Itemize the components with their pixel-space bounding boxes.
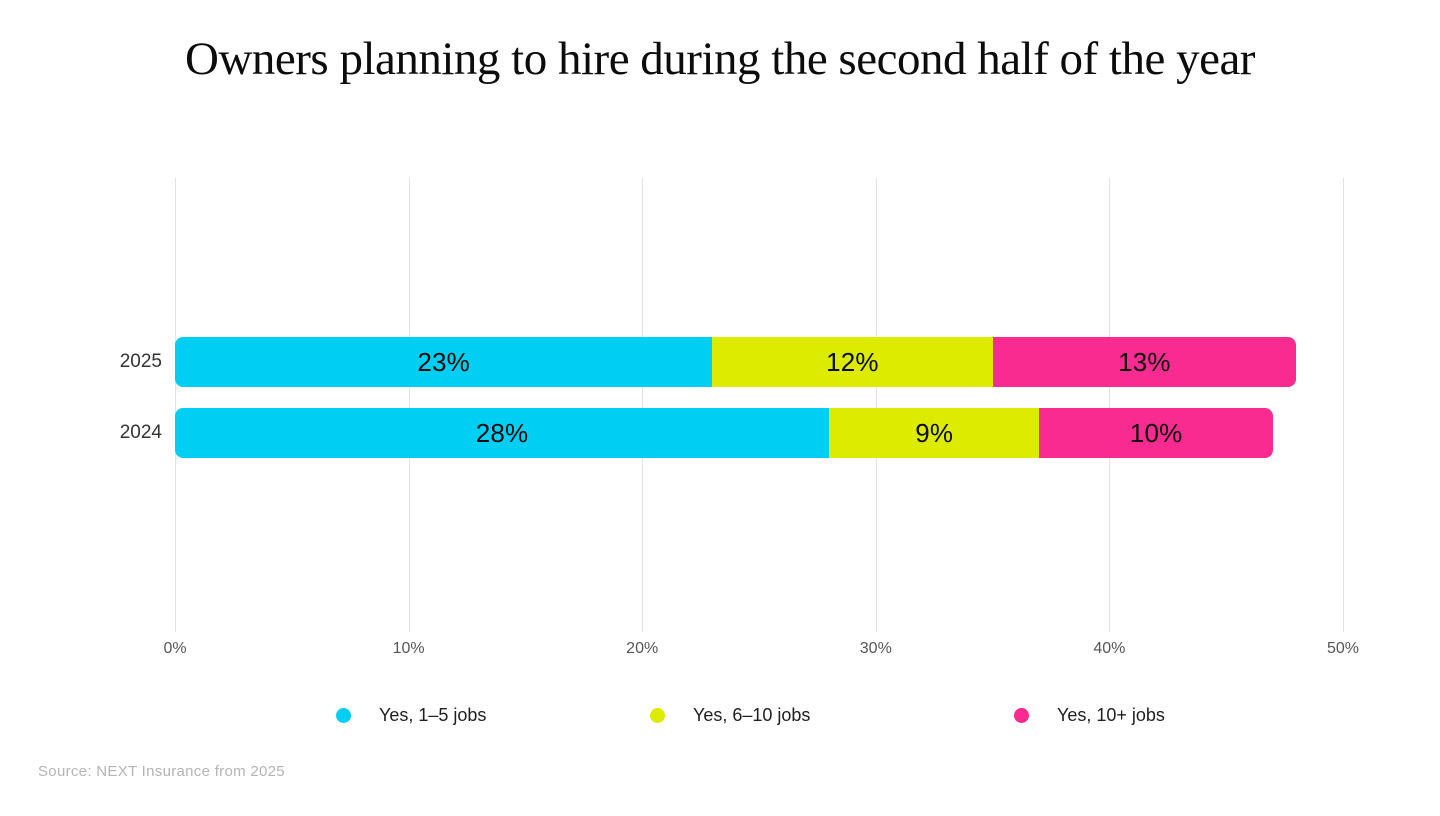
bar-segment-2025-yes-1-5-jobs: 23% — [175, 337, 713, 387]
legend-label: Yes, 1–5 jobs — [379, 704, 487, 725]
chart-title: Owners planning to hire during the secon… — [185, 33, 1255, 85]
gridline — [408, 178, 410, 632]
bar-segment-2025-yes-6-10-jobs: 12% — [712, 337, 993, 387]
legend-swatch-icon — [1014, 707, 1029, 723]
bar-segment-2025-yes-10+-jobs: 13% — [992, 337, 1297, 387]
bar-value-label: 23% — [417, 346, 470, 377]
gridline — [175, 178, 176, 632]
legend-item: Yes, 10+ jobs — [1014, 702, 1165, 728]
bar-segment-2024-yes-1-5-jobs: 28% — [175, 408, 830, 458]
gridline — [1343, 178, 1344, 632]
x-tick-label: 50% — [1326, 640, 1360, 657]
bar-segment-2024-yes-10+-jobs: 10% — [1039, 408, 1273, 458]
legend-label: Yes, 10+ jobs — [1057, 704, 1165, 725]
bar-value-label: 12% — [826, 346, 879, 377]
plot-area: 23% 12% 13% 28% 9% 10% — [175, 178, 1344, 632]
legend-swatch-icon — [650, 707, 665, 723]
legend-item: Yes, 6–10 jobs — [650, 702, 810, 728]
bar-value-label: 13% — [1118, 346, 1171, 377]
bar-segment-2024-yes-6-10-jobs: 9% — [829, 408, 1040, 458]
category-label-2024: 2024 — [119, 422, 162, 443]
gridline — [1109, 178, 1111, 632]
gridline — [642, 178, 644, 632]
legend-swatch-icon — [336, 707, 351, 723]
bar-value-label: 28% — [475, 417, 529, 448]
source-note: Source: NEXT Insurance from 2025 — [38, 763, 285, 780]
bar-row-2025: 23% 12% 13% — [175, 337, 1297, 387]
legend-item: Yes, 1–5 jobs — [336, 702, 486, 728]
x-tick-label: 40% — [1093, 640, 1126, 657]
bar-row-2024: 28% 9% 10% — [175, 408, 1273, 458]
x-tick-label: 20% — [626, 640, 659, 657]
bar-value-label: 9% — [915, 417, 954, 448]
legend-label: Yes, 6–10 jobs — [693, 704, 811, 725]
x-tick-label: 0% — [163, 640, 187, 657]
category-label-2025: 2025 — [119, 351, 162, 372]
x-tick-label: 10% — [392, 640, 425, 657]
x-tick-label: 30% — [859, 640, 892, 657]
bar-value-label: 10% — [1129, 417, 1183, 448]
gridline — [875, 178, 877, 632]
